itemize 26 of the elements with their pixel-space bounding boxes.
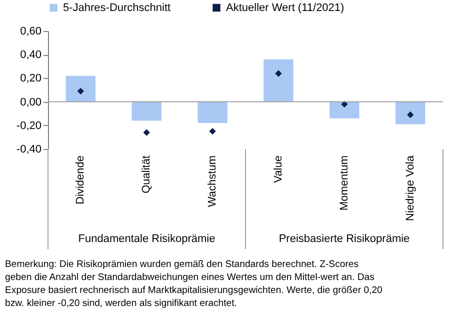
point — [143, 129, 150, 136]
x-tick-label: Niedrige Vola — [404, 154, 416, 221]
bar — [396, 102, 426, 124]
legend-label: 5-Jahres-Durchschnitt — [63, 2, 171, 14]
point — [209, 128, 216, 135]
bar — [198, 102, 228, 124]
point — [275, 70, 282, 77]
bar — [330, 102, 360, 118]
x-tick-label: Value — [272, 156, 284, 183]
y-tick-label: 0,00 — [20, 96, 42, 108]
text: Bemerkung: Die Risikoprämien wurden gemäß den Standards berechnet. Z-Scores geben die Anzahl der Standardabweichungen eines Wertes um den Mittel-wert an. Das Exposure basiert rechnerisch auf Marktkapitalisierungsgewichten. Werte, die größer 0,20 bzw. kleiner -0,20 sind, werden als signifikant erachtet. — [5, 259, 382, 309]
y-tick-label: 0,60 — [20, 26, 42, 38]
text: Preisbasierte Risikoprämie — [278, 233, 410, 245]
y-tick-label: -0,20 — [16, 120, 42, 132]
y-tick-label: 0,20 — [20, 72, 42, 85]
x-tick-label: Dividende — [74, 156, 87, 204]
x-tick-label: Momentum — [338, 156, 350, 211]
y-tick-label: 0,40 — [20, 49, 42, 62]
bar — [132, 102, 162, 121]
legend-label: Aktueller Wert (11/2021) — [226, 2, 344, 14]
bar — [66, 76, 96, 102]
x-tick-label: Qualität — [140, 156, 153, 194]
x-tick-label: Wachstum — [206, 156, 219, 208]
text: Fundamentale Risikoprämie — [78, 233, 216, 245]
bar — [264, 59, 294, 102]
y-tick-label: -0,40 — [16, 144, 42, 156]
